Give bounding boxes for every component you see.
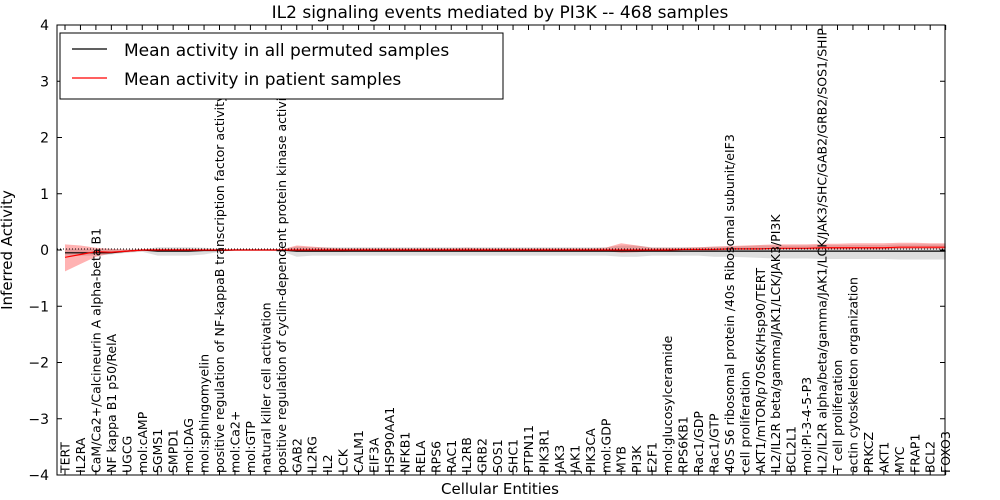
x-tick-label: IL2: [320, 454, 335, 473]
x-tick-label: PRKCZ: [861, 432, 876, 473]
x-tick-label: PIK3R1: [536, 429, 551, 473]
x-tick-label: mol:GTP: [243, 421, 258, 473]
x-tick-label: FOXO3: [938, 431, 953, 473]
x-tick-label: SMPD1: [166, 429, 181, 473]
x-tick-label: JAK3: [552, 445, 567, 474]
y-tick-label: −4: [28, 468, 49, 484]
chart-title: IL2 signaling events mediated by PI3K --…: [272, 3, 729, 23]
line-series-1: [64, 246, 946, 258]
y-tick-label: −1: [28, 299, 49, 315]
y-axis-label: Inferred Activity: [0, 190, 16, 310]
x-tick-label: mol:cAMP: [135, 411, 150, 473]
x-tick-label: PTPN11: [521, 425, 536, 473]
x-tick-label: mol:glucosylceramide: [660, 335, 675, 473]
x-tick-label: actin cytoskeleton organization: [845, 277, 860, 473]
confidence-bands: [65, 242, 946, 272]
x-tick-label: natural killer cell activation: [258, 302, 273, 473]
x-tick-label: JAK1: [567, 445, 582, 474]
y-tick-label: 2: [40, 131, 49, 147]
x-tick-label: Rac1/GTP: [706, 413, 721, 473]
x-tick-label: T cell proliferation: [830, 360, 845, 474]
x-axis: TERT IL2RA CaM/Ca2+/Calcineurin A alpha-be…: [58, 25, 953, 475]
x-tick-label: TERT: [58, 442, 73, 474]
x-tick-label: IL2/IL2R alpha/beta/gamma/JAK1/LCK/JAK3/…: [815, 28, 830, 473]
x-tick-label: RPS6KB1: [676, 416, 691, 473]
legend-box: [59, 32, 504, 100]
x-tick-label: UGCG: [119, 436, 134, 473]
band-series-0: [65, 244, 946, 260]
x-axis-label: Cellular Entities: [441, 480, 559, 498]
y-tick-label: −3: [28, 412, 49, 428]
x-tick-label: CALM1: [351, 430, 366, 473]
x-tick-label: AKT1/mTOR/p70S6K/Hsp90/TERT: [753, 267, 768, 473]
x-tick-label: SOS1: [490, 439, 505, 473]
y-tick-label: −2: [28, 356, 49, 372]
series-lines: [64, 246, 946, 258]
x-tick-label: mol:GDP: [598, 418, 613, 473]
x-tick-label: NF kappa B1 p50/RelA: [104, 333, 119, 473]
x-tick-label: mol:DAG: [181, 418, 196, 473]
x-tick-label: EIF3A: [367, 437, 382, 473]
x-tick-label: BCL2L1: [784, 426, 799, 473]
x-tick-label: HSP90AA1: [382, 407, 397, 473]
x-tick-label: IL2RA: [73, 437, 88, 473]
x-tick-label: IL2RG: [305, 436, 320, 473]
y-tick-label: 0: [40, 243, 49, 259]
x-tick-label: RELA: [413, 440, 428, 473]
x-tick-label: AKT1: [876, 442, 891, 473]
x-tick-label: MYC: [892, 446, 907, 473]
legend: Mean activity in all permuted samples Me…: [59, 32, 504, 100]
x-tick-label: LCK: [336, 448, 351, 473]
x-tick-label: CaM/Ca2+/Calcineurin A alpha-beta B1: [88, 228, 103, 473]
x-tick-label: E2F1: [645, 442, 660, 473]
x-tick-label: mol:PI-3-4-5-P3: [799, 377, 814, 473]
x-tick-label: RPS6: [428, 441, 443, 473]
x-tick-label: RAC1: [444, 440, 459, 473]
x-tick-label: SHC1: [506, 439, 521, 473]
y-tick-label: 1: [40, 187, 49, 203]
legend-label-patient: Mean activity in patient samples: [124, 70, 401, 90]
x-tick-label: PIK3CA: [583, 428, 598, 473]
x-tick-label: positive regulation of cyclin-dependent …: [274, 85, 289, 473]
x-tick-label: FRAP1: [907, 434, 922, 473]
x-tick-label: IL2/IL2R beta/gamma/JAK1/LCK/JAK3/PI3K: [768, 214, 783, 473]
x-tick-label: NFKB1: [397, 432, 412, 473]
x-tick-label: mol:sphingomyelin: [197, 354, 212, 473]
x-tick-label: GRB2: [475, 438, 490, 473]
x-tick-label: GAB2: [289, 438, 304, 473]
x-tick-label: BCL2: [923, 441, 938, 473]
x-tick-label: PI3K: [629, 445, 644, 473]
x-tick-label: MYB: [614, 446, 629, 473]
x-tick-label: SGMS1: [150, 429, 165, 473]
x-tick-label: IL2RB: [459, 437, 474, 473]
y-tick-label: 3: [40, 74, 49, 90]
x-tick-label: Rac1/GDP: [691, 411, 706, 473]
y-tick-label: 4: [40, 18, 49, 34]
y-axis: −4 −3 −2 −1 0 1 2 3 4: [28, 18, 945, 484]
x-tick-label: positive regulation of NF-kappaB transcr…: [212, 94, 227, 473]
legend-label-permuted: Mean activity in all permuted samples: [124, 41, 449, 61]
x-tick-label: 40S S6 ribosomal protein /40s Ribosomal …: [722, 134, 737, 473]
x-tick-label: cell proliferation: [737, 371, 752, 473]
x-tick-label: mol:Ca2+: [227, 411, 242, 473]
